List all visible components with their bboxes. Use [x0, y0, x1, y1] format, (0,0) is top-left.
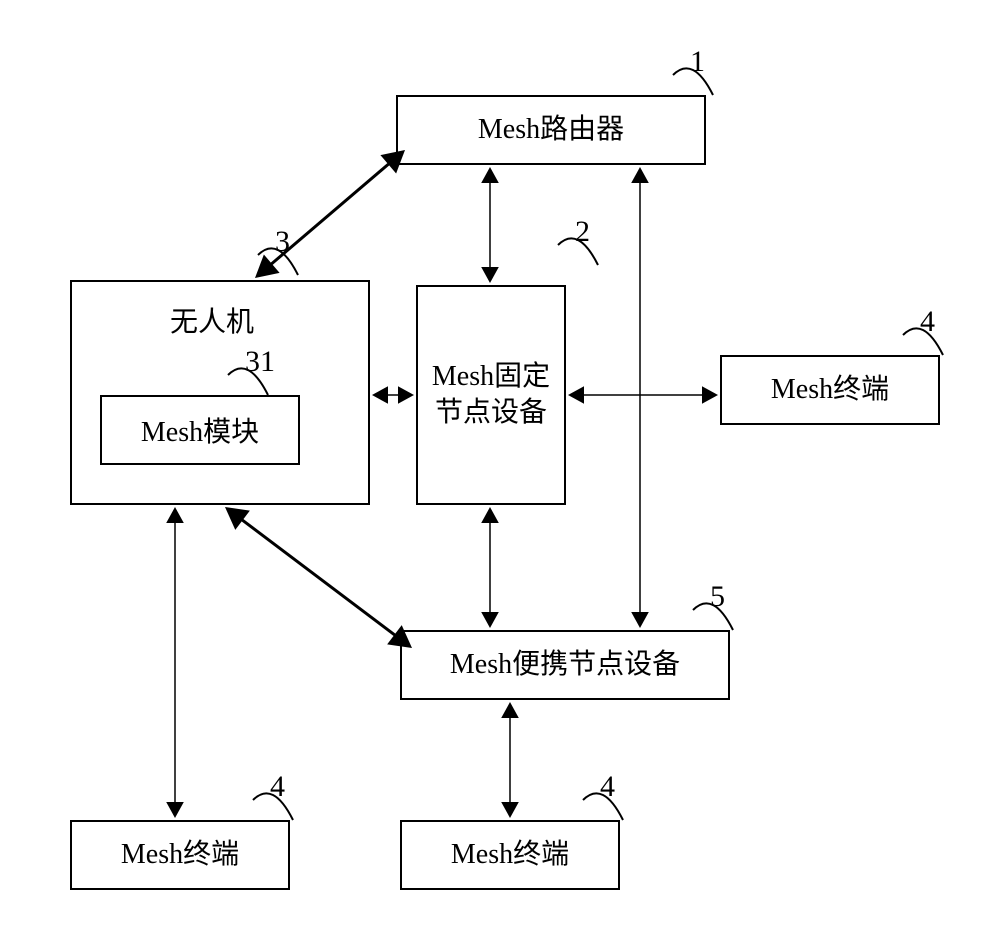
- node-label: 无人机: [170, 307, 254, 338]
- ref-label-5: 5: [710, 580, 725, 614]
- node-mesh-terminal-bottom-left: Mesh终端: [70, 820, 290, 890]
- ref-text: 4: [270, 770, 285, 803]
- node-mesh-portable: Mesh便携节点设备: [400, 630, 730, 700]
- ref-text: 3: [275, 225, 290, 258]
- ref-text: 2: [575, 215, 590, 248]
- ref-label-2: 2: [575, 215, 590, 249]
- ref-text: 5: [710, 580, 725, 613]
- node-mesh-fixed: Mesh固定 节点设备: [416, 285, 566, 505]
- node-label: Mesh终端: [771, 372, 889, 408]
- node-label: Mesh固定 节点设备: [432, 359, 550, 432]
- node-drone-mesh-module: Mesh模块: [100, 395, 300, 465]
- ref-label-1: 1: [690, 45, 705, 79]
- node-label: Mesh终端: [451, 837, 569, 873]
- drone-title: 无人机: [170, 300, 254, 340]
- ref-label-31: 31: [245, 345, 275, 379]
- node-mesh-router: Mesh路由器: [396, 95, 706, 165]
- ref-text: 4: [920, 305, 935, 338]
- node-label: Mesh路由器: [478, 112, 624, 148]
- node-label: Mesh便携节点设备: [450, 647, 680, 683]
- node-mesh-terminal-bottom-middle: Mesh终端: [400, 820, 620, 890]
- diagram-canvas: Mesh路由器 Mesh固定 节点设备 无人机 Mesh模块 Mesh终端 Me…: [0, 0, 1000, 940]
- node-label: Mesh终端: [121, 837, 239, 873]
- ref-label-4r: 4: [920, 305, 935, 339]
- ref-label-3: 3: [275, 225, 290, 259]
- node-label: Mesh模块: [141, 410, 259, 450]
- node-mesh-terminal-right: Mesh终端: [720, 355, 940, 425]
- ref-text: 4: [600, 770, 615, 803]
- ref-label-4bl: 4: [270, 770, 285, 804]
- ref-label-4bm: 4: [600, 770, 615, 804]
- ref-text: 1: [690, 45, 705, 78]
- ref-text: 31: [245, 345, 275, 378]
